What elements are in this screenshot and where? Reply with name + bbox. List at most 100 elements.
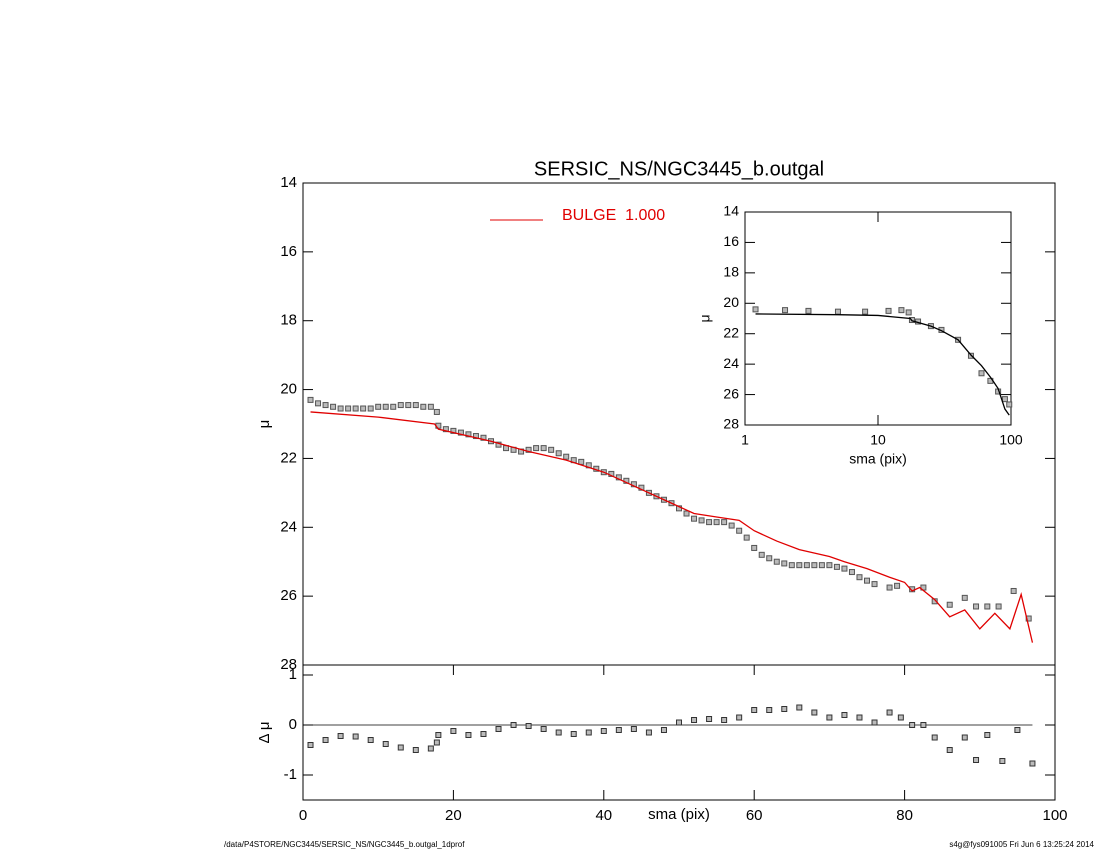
data-point bbox=[382, 403, 389, 410]
data-point bbox=[375, 403, 382, 410]
data-point bbox=[435, 732, 442, 738]
data-point bbox=[420, 403, 427, 410]
data-point bbox=[360, 405, 367, 412]
data-point bbox=[322, 402, 329, 409]
data-point bbox=[457, 429, 464, 436]
data-point bbox=[796, 704, 803, 711]
data-point bbox=[961, 734, 968, 741]
data-point bbox=[345, 405, 352, 412]
plot-frame bbox=[302, 664, 1056, 801]
data-point bbox=[856, 714, 863, 721]
x-tick-label: 40 bbox=[595, 807, 612, 824]
inset-background bbox=[745, 212, 1011, 425]
x-tick-label: 0 bbox=[299, 807, 307, 824]
data-point bbox=[465, 431, 472, 438]
y-tick-label: 26 bbox=[280, 587, 297, 604]
data-point bbox=[397, 744, 404, 751]
data-point bbox=[465, 732, 472, 738]
data-point bbox=[995, 603, 1002, 610]
data-point bbox=[330, 403, 337, 410]
y-tick-label: 1 bbox=[289, 666, 297, 683]
data-point bbox=[736, 714, 743, 721]
data-point bbox=[751, 707, 758, 713]
data-point bbox=[390, 403, 397, 410]
y-tick-label: 16 bbox=[723, 233, 739, 249]
data-point bbox=[811, 709, 818, 716]
data-point bbox=[931, 734, 938, 741]
y-tick-label: -1 bbox=[284, 766, 297, 783]
data-point bbox=[660, 727, 667, 733]
data-point bbox=[721, 519, 728, 526]
data-point bbox=[563, 453, 570, 460]
y-tick-label: 18 bbox=[280, 312, 297, 329]
y-tick-label: 16 bbox=[280, 243, 297, 260]
data-point bbox=[495, 726, 502, 732]
data-point bbox=[533, 445, 540, 452]
y-tick-label: 14 bbox=[280, 174, 297, 191]
data-point bbox=[826, 714, 833, 721]
data-point bbox=[886, 584, 893, 591]
x-axis-label: sma (pix) bbox=[849, 451, 907, 467]
data-point bbox=[615, 727, 622, 733]
data-point bbox=[322, 737, 329, 743]
data-point bbox=[781, 706, 788, 712]
data-point bbox=[898, 307, 905, 314]
data-point bbox=[871, 581, 878, 588]
data-point bbox=[743, 534, 750, 541]
data-point bbox=[555, 450, 562, 457]
x-axis-label: sma (pix) bbox=[648, 806, 710, 823]
data-point bbox=[337, 733, 344, 739]
data-point bbox=[1029, 760, 1036, 767]
data-point bbox=[973, 603, 980, 610]
y-tick-label: 22 bbox=[723, 324, 739, 340]
data-point bbox=[433, 408, 440, 415]
data-point bbox=[570, 731, 577, 737]
data-point bbox=[856, 574, 863, 581]
data-point bbox=[788, 562, 795, 569]
model-line bbox=[755, 313, 1010, 416]
data-point bbox=[585, 729, 592, 736]
data-point bbox=[946, 601, 953, 608]
data-point bbox=[450, 728, 457, 734]
y-tick-label: 24 bbox=[723, 355, 739, 371]
data-point bbox=[352, 405, 359, 412]
data-point bbox=[525, 723, 532, 729]
y-tick-label: 22 bbox=[280, 449, 297, 466]
data-point bbox=[728, 522, 735, 529]
data-point bbox=[630, 726, 637, 732]
data-point bbox=[352, 733, 359, 740]
data-point bbox=[691, 717, 698, 723]
data-point bbox=[315, 400, 322, 407]
data-point bbox=[540, 445, 547, 452]
data-point bbox=[540, 726, 547, 732]
y-axis-label: μ bbox=[256, 420, 273, 429]
data-point bbox=[480, 731, 487, 737]
data-point bbox=[885, 307, 892, 314]
data-point bbox=[510, 722, 517, 728]
data-point bbox=[397, 402, 404, 409]
data-point bbox=[834, 308, 841, 315]
data-point bbox=[472, 433, 479, 440]
data-point bbox=[984, 732, 991, 738]
data-point bbox=[427, 745, 434, 752]
data-point bbox=[645, 729, 652, 736]
data-point bbox=[766, 555, 773, 562]
data-point bbox=[871, 719, 878, 726]
data-point bbox=[920, 722, 927, 728]
data-point bbox=[811, 562, 818, 569]
data-point bbox=[676, 719, 682, 726]
y-tick-label: 28 bbox=[723, 416, 739, 432]
data-point bbox=[909, 722, 916, 728]
data-point bbox=[307, 396, 314, 403]
data-point bbox=[782, 307, 789, 314]
chart-title: SERSIC_NS/NGC3445_b.outgal bbox=[534, 158, 824, 180]
footer-left: /data/P4STORE/NGC3445/SERSIC_NS/NGC3445_… bbox=[224, 840, 465, 849]
y-axis-label: μ bbox=[697, 314, 713, 322]
data-point bbox=[578, 458, 585, 465]
data-point bbox=[412, 747, 419, 753]
data-point bbox=[706, 716, 713, 722]
data-point bbox=[412, 402, 419, 409]
data-point bbox=[495, 441, 502, 448]
data-point bbox=[683, 510, 690, 517]
data-point bbox=[600, 728, 607, 734]
